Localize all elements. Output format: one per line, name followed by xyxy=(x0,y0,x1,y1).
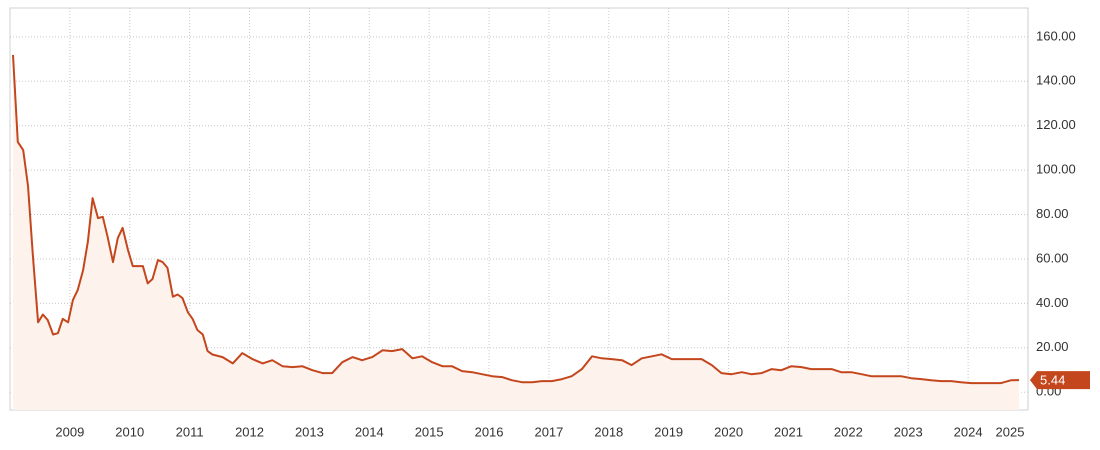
area xyxy=(12,54,1020,411)
x-tick-label: 2025 xyxy=(996,424,1025,439)
y-tick-label: 40.00 xyxy=(1036,295,1069,310)
x-tick-label: 2012 xyxy=(235,424,264,439)
y-tick-label: 140.00 xyxy=(1036,73,1076,88)
x-tick-label: 2018 xyxy=(594,424,623,439)
x-tick-label: 2020 xyxy=(714,424,743,439)
line xyxy=(12,54,1020,385)
x-tick-label: 2022 xyxy=(834,424,863,439)
x-tick-label: 2013 xyxy=(295,424,324,439)
y-tick-label: 80.00 xyxy=(1036,206,1069,221)
x-tick-label: 2023 xyxy=(894,424,923,439)
x-tick-label: 2017 xyxy=(534,424,563,439)
x-tick-label: 2009 xyxy=(55,424,84,439)
last-value-label: 5.44 xyxy=(1040,373,1065,388)
x-tick-label: 2021 xyxy=(774,424,803,439)
y-tick-label: 60.00 xyxy=(1036,250,1069,265)
x-tick-label: 2011 xyxy=(176,424,204,439)
y-tick-label: 120.00 xyxy=(1036,117,1076,132)
x-tick-label: 2016 xyxy=(475,424,504,439)
y-tick-label: 100.00 xyxy=(1036,162,1076,177)
y-tick-label: 160.00 xyxy=(1036,28,1076,43)
x-tick-label: 2015 xyxy=(415,424,444,439)
last-value-marker xyxy=(1030,371,1090,390)
x-tick-label: 2014 xyxy=(355,424,384,439)
y-tick-label: 20.00 xyxy=(1036,339,1069,354)
x-tick-label: 2010 xyxy=(115,424,144,439)
x-tick-label: 2024 xyxy=(954,424,983,439)
x-tick-label: 2019 xyxy=(654,424,683,439)
